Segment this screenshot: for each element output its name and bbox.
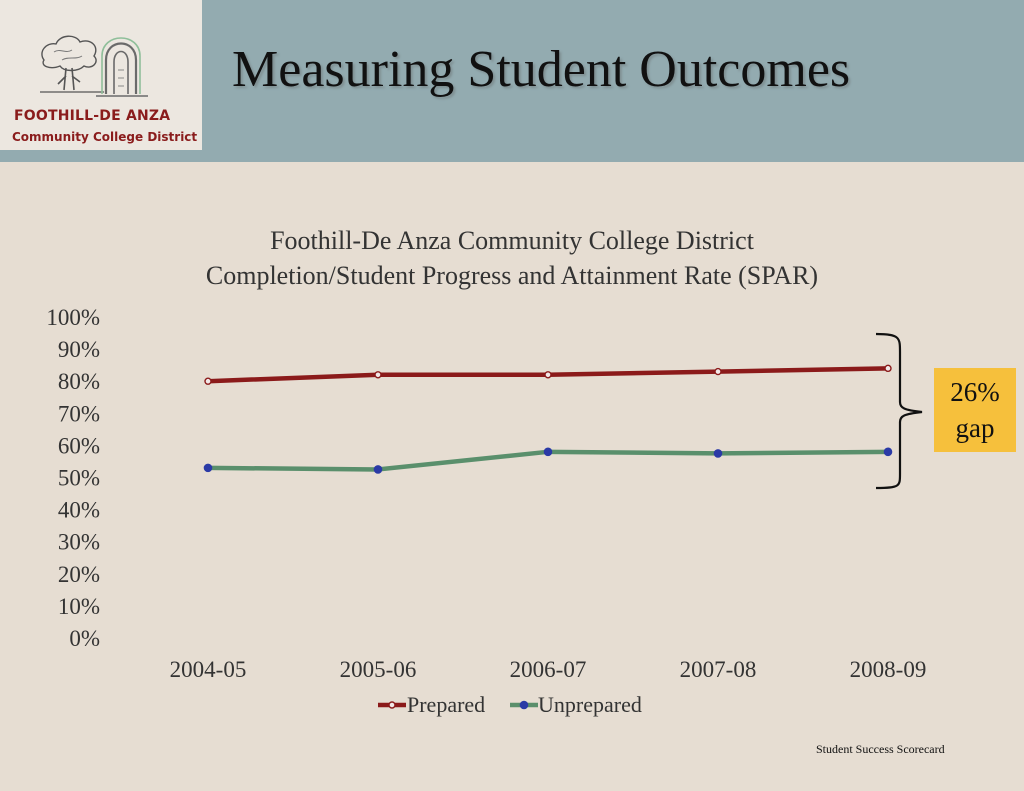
data-point-unprepared bbox=[883, 447, 893, 457]
legend-label: Unprepared bbox=[538, 692, 642, 717]
data-point-prepared bbox=[714, 367, 722, 376]
data-point-unprepared bbox=[543, 447, 553, 457]
y-tick-label: 50% bbox=[58, 466, 100, 491]
gap-callout: 26% gap bbox=[934, 368, 1016, 452]
spar-line-chart: Foothill-De Anza Community College Distr… bbox=[46, 226, 927, 717]
x-tick-label: 2005-06 bbox=[340, 657, 417, 682]
y-tick-label: 90% bbox=[58, 337, 100, 362]
y-tick-label: 10% bbox=[58, 594, 100, 619]
y-axis: 0% 10% 20% 30% 40% 50% 60% 70% 80% 90% 100% bbox=[46, 305, 100, 651]
footnote: Student Success Scorecard bbox=[816, 742, 945, 756]
legend-label: Prepared bbox=[407, 692, 485, 717]
legend-marker bbox=[388, 701, 396, 709]
x-axis: 2004-05 2005-06 2006-07 2007-08 2008-09 bbox=[170, 657, 927, 682]
district-logo: FOOTHILL-DE ANZA Community College Distr… bbox=[0, 0, 202, 150]
gap-callout-value: 26% bbox=[950, 377, 1000, 407]
chart-legend: Prepared Unprepared bbox=[378, 692, 642, 717]
logo-text-line1: FOOTHILL-DE ANZA bbox=[14, 108, 171, 124]
data-point-unprepared bbox=[713, 449, 723, 458]
y-tick-label: 40% bbox=[58, 498, 100, 523]
logo-text-line2: Community College District bbox=[12, 130, 198, 144]
x-tick-label: 2008-09 bbox=[850, 657, 927, 682]
y-tick-label: 20% bbox=[58, 562, 100, 587]
legend-item-prepared: Prepared bbox=[378, 692, 485, 717]
chart-subtitle: Completion/Student Progress and Attainme… bbox=[206, 261, 818, 290]
legend-item-unprepared: Unprepared bbox=[510, 692, 642, 717]
data-point-prepared bbox=[884, 364, 892, 373]
data-point-unprepared bbox=[203, 463, 213, 473]
y-tick-label: 0% bbox=[69, 626, 100, 651]
tree-arch-icon bbox=[40, 35, 148, 97]
chart-title: Foothill-De Anza Community College Distr… bbox=[270, 226, 755, 255]
data-point-unprepared bbox=[373, 465, 383, 474]
x-tick-label: 2004-05 bbox=[170, 657, 247, 682]
y-tick-label: 100% bbox=[46, 305, 100, 330]
x-tick-label: 2007-08 bbox=[680, 657, 757, 682]
data-point-prepared bbox=[204, 377, 212, 385]
series-layer bbox=[203, 364, 893, 474]
x-tick-label: 2006-07 bbox=[510, 657, 587, 682]
y-tick-label: 70% bbox=[58, 401, 100, 426]
gap-bracket bbox=[875, 332, 923, 490]
gap-callout-label: gap bbox=[955, 413, 995, 443]
legend-marker bbox=[519, 700, 529, 710]
y-tick-label: 60% bbox=[58, 433, 100, 458]
data-point-prepared bbox=[374, 371, 382, 379]
y-tick-label: 30% bbox=[58, 530, 100, 555]
y-tick-label: 80% bbox=[58, 369, 100, 394]
slide-title: Measuring Student Outcomes bbox=[232, 41, 851, 98]
data-point-prepared bbox=[544, 371, 552, 379]
